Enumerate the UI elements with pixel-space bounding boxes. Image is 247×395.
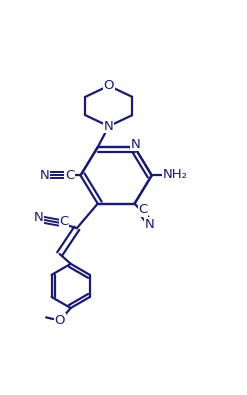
Text: NH₂: NH₂ — [163, 168, 188, 181]
Text: C: C — [65, 169, 74, 182]
Text: N: N — [40, 169, 49, 182]
Text: N: N — [131, 138, 141, 151]
Text: N: N — [104, 120, 114, 133]
Text: C: C — [59, 215, 68, 228]
Text: N: N — [145, 218, 155, 231]
Text: N: N — [34, 211, 44, 224]
Text: O: O — [103, 79, 114, 92]
Text: C: C — [139, 203, 148, 216]
Text: O: O — [54, 314, 65, 327]
